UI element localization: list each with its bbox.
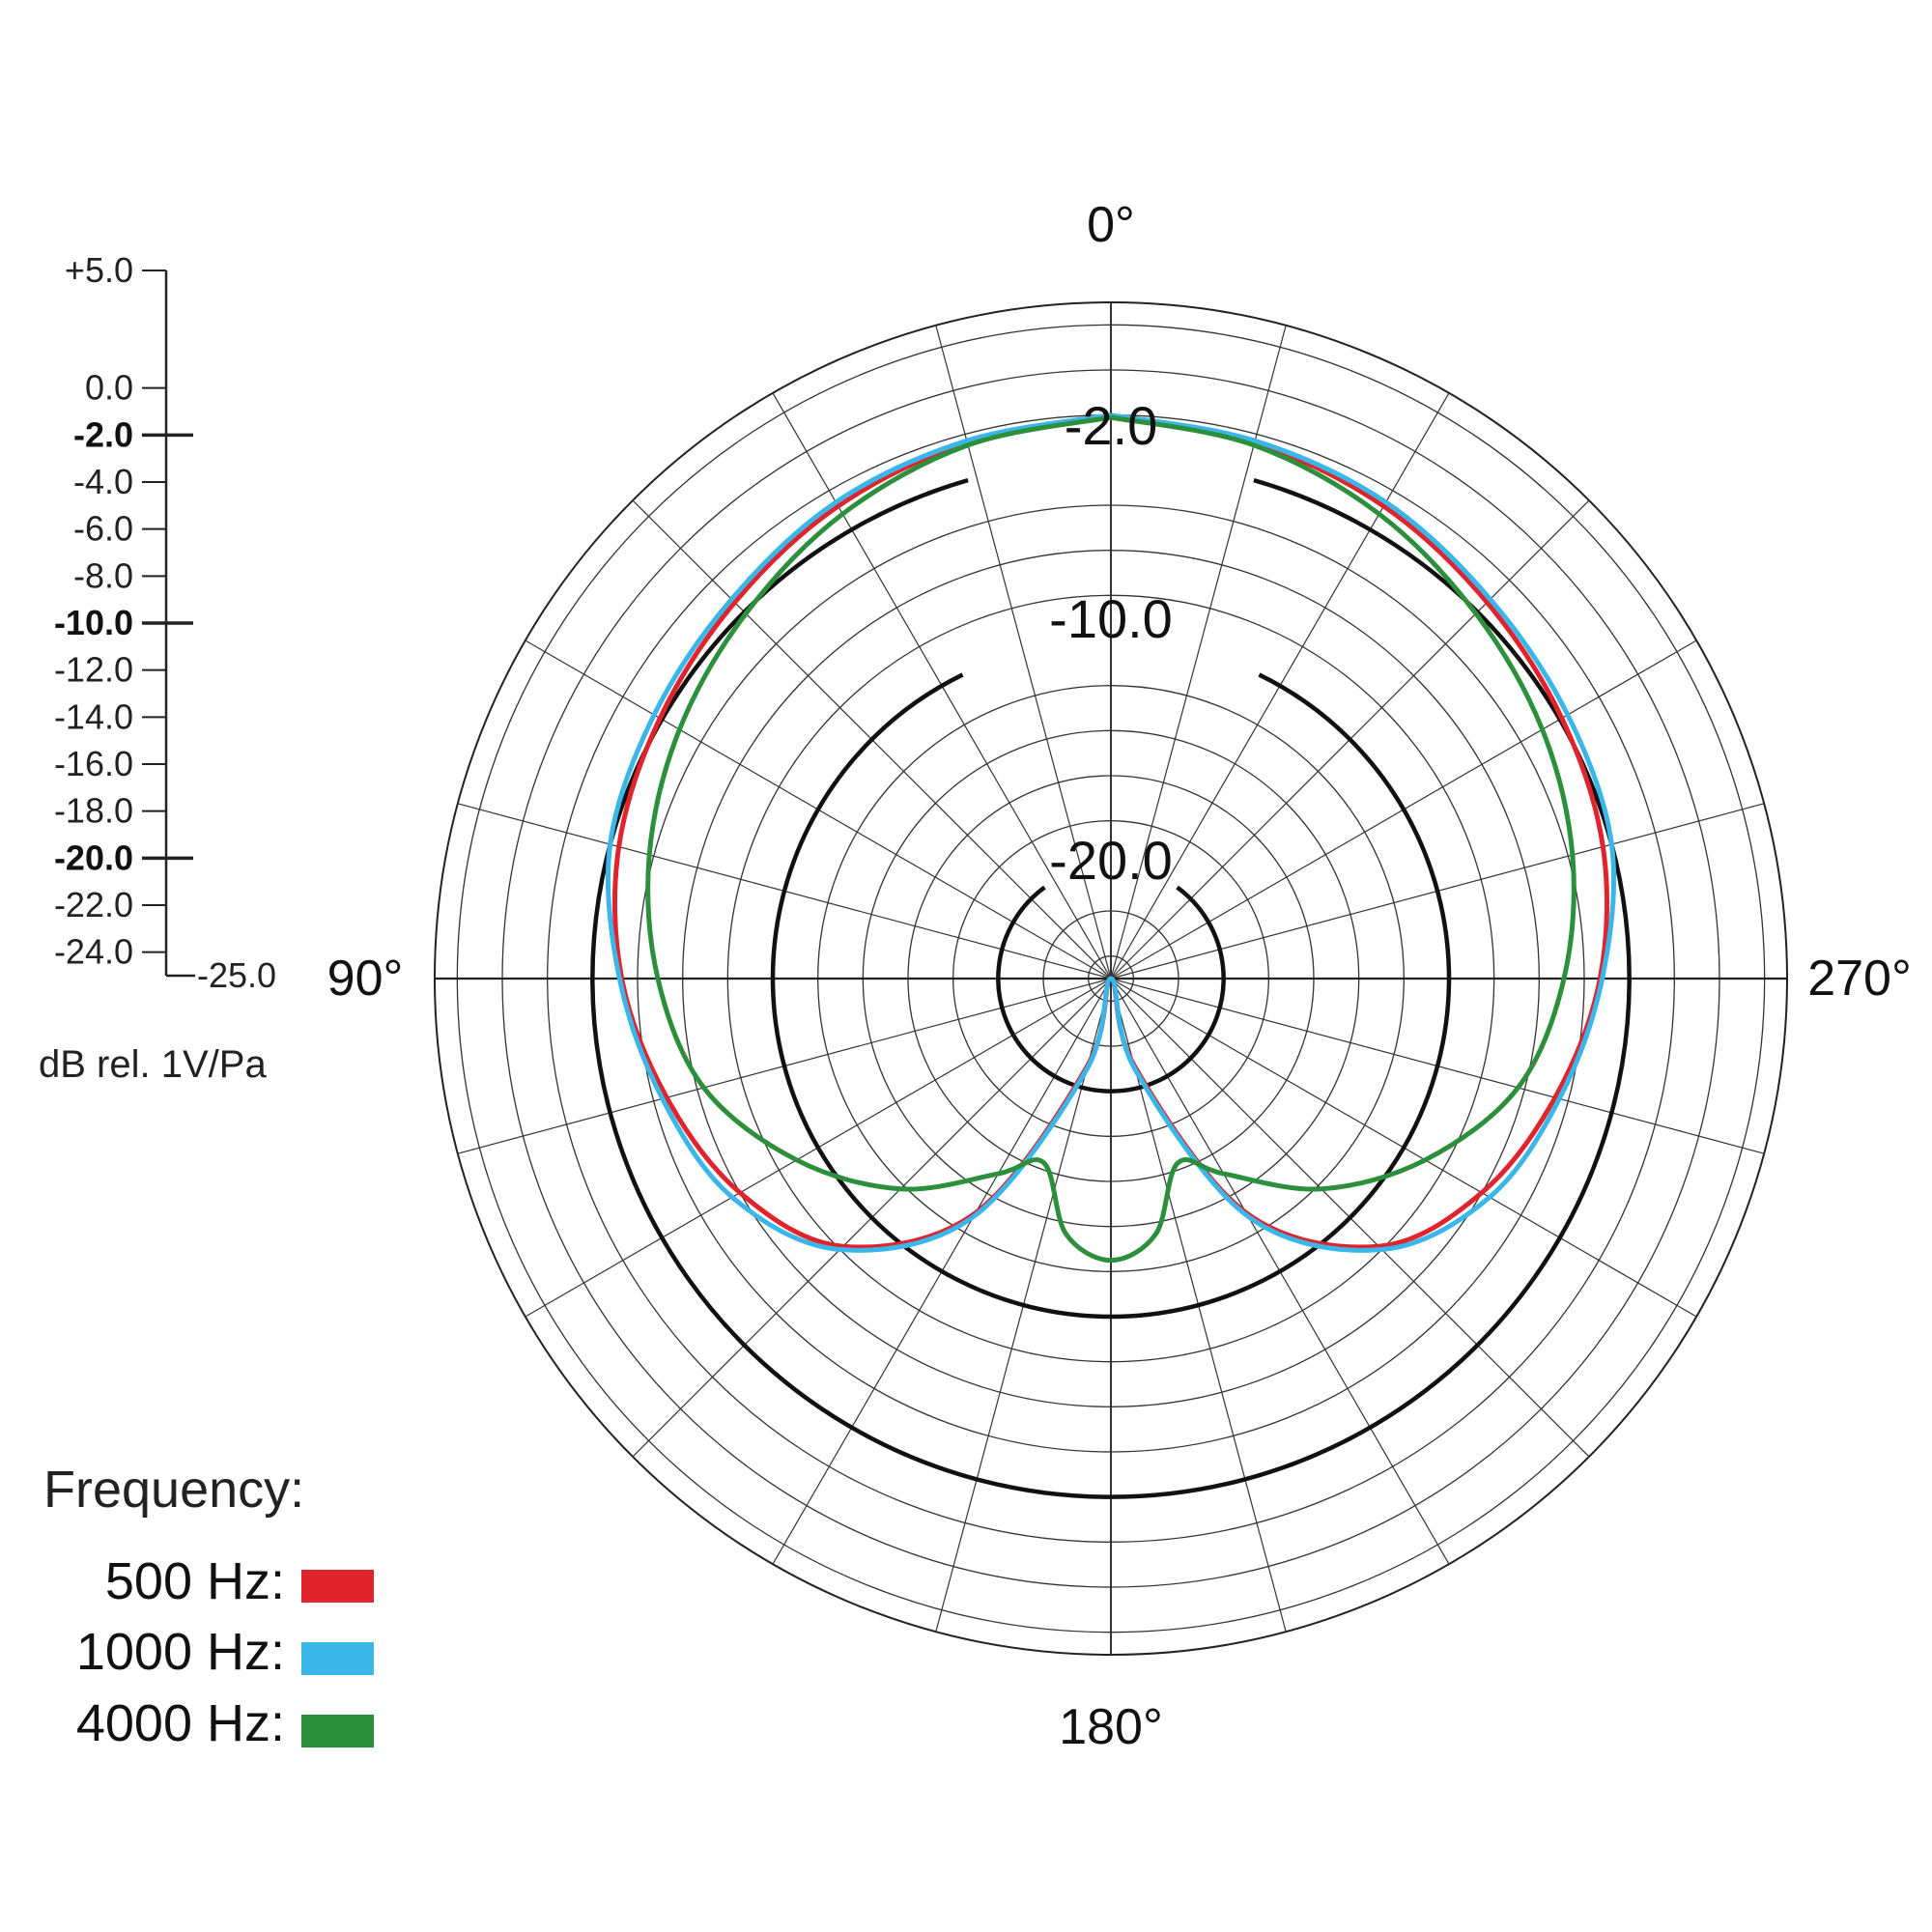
angle-label-270: 270° bbox=[1807, 951, 1912, 1007]
scale-tick-label: -14.0 bbox=[54, 696, 133, 736]
legend-label-1000hz: 1000 Hz: bbox=[76, 1623, 285, 1681]
scale-tick-label: 0.0 bbox=[85, 368, 133, 408]
ring-label-minus-2: -2.0 bbox=[1065, 395, 1158, 456]
db-scale: +5.0 0.0 -2.0 -4.0 -6.0 -8.0 -10.0 -12.0 -14.0 -1… bbox=[39, 250, 276, 1086]
legend-swatch-4000hz bbox=[301, 1715, 374, 1747]
scale-tick-label: -22.0 bbox=[54, 885, 133, 924]
scale-tick-label: -12.0 bbox=[54, 650, 133, 690]
scale-tick-label: -2.0 bbox=[73, 414, 133, 454]
angle-label-180: 180° bbox=[1059, 1699, 1163, 1755]
grid-ring-bold bbox=[590, 477, 1632, 1499]
ring-label-minus-20: -20.0 bbox=[1049, 830, 1173, 891]
scale-tick-label: -20.0 bbox=[54, 838, 133, 877]
polar-grid bbox=[434, 301, 1788, 1656]
scale-tick-label: -18.0 bbox=[54, 791, 133, 831]
scale-tick-label: -25.0 bbox=[197, 955, 276, 995]
scale-tick-label: -8.0 bbox=[73, 555, 133, 595]
series-line-1 bbox=[605, 412, 1617, 1253]
series-line-2 bbox=[645, 414, 1577, 1264]
ring-label-minus-10: -10.0 bbox=[1049, 588, 1173, 649]
legend-swatch-1000hz bbox=[301, 1642, 374, 1675]
legend-swatch-500hz bbox=[301, 1570, 374, 1603]
legend-label-500hz: 500 Hz: bbox=[105, 1552, 285, 1610]
angle-label-90: 90° bbox=[327, 951, 404, 1007]
grid-ring-bold bbox=[996, 885, 1226, 1094]
scale-tick-label: -24.0 bbox=[54, 932, 133, 972]
scale-tick-label: -4.0 bbox=[73, 462, 133, 501]
grid-spoke bbox=[935, 325, 1112, 980]
scale-unit-label: dB rel. 1V/Pa bbox=[39, 1043, 267, 1086]
legend-label-4000hz: 4000 Hz: bbox=[76, 1694, 285, 1752]
scale-tick-label: +5.0 bbox=[65, 250, 133, 290]
scale-tick-label: -10.0 bbox=[54, 603, 133, 642]
angle-label-0: 0° bbox=[1087, 197, 1135, 253]
scale-tick-label: -6.0 bbox=[73, 509, 133, 549]
polar-labels: 0° 90° 180° 270° -2.0 -10.0 -20.0 bbox=[327, 197, 1912, 1755]
legend-title: Frequency: bbox=[43, 1461, 304, 1519]
grid-spoke bbox=[1110, 325, 1287, 980]
polar-series-group bbox=[605, 412, 1617, 1264]
grid-ring-bold bbox=[770, 672, 1452, 1320]
scale-tick-label: -16.0 bbox=[54, 744, 133, 783]
legend: Frequency: 500 Hz: 1000 Hz: 4000 Hz: bbox=[43, 1461, 374, 1752]
